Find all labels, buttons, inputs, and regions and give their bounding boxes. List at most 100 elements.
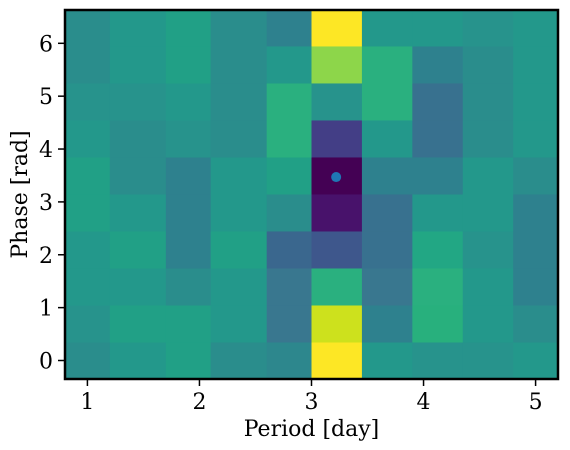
heatmap-cell — [412, 82, 464, 121]
heatmap-cell — [361, 230, 413, 269]
heatmap-cell — [311, 267, 363, 306]
heatmap-cell — [165, 304, 212, 343]
heatmap-cell — [462, 230, 514, 269]
heatmap-cell — [65, 45, 111, 84]
heatmap-cell — [311, 10, 363, 47]
heatmap-cell — [462, 341, 514, 380]
heatmap-cell — [361, 193, 413, 232]
heatmap-cell — [210, 193, 268, 232]
heatmap-cell — [65, 193, 111, 232]
y-tick-label: 3 — [39, 191, 53, 216]
heatmap-cell — [412, 230, 464, 269]
heatmap-cell — [266, 341, 312, 380]
heatmap-cell — [165, 230, 212, 269]
heatmap-cell — [412, 304, 464, 343]
heatmap-cell — [311, 230, 363, 269]
heatmap-cell — [165, 193, 212, 232]
heatmap-cell — [462, 304, 514, 343]
heatmap-cell — [462, 10, 514, 47]
y-tick-label: 6 — [39, 32, 53, 57]
heatmap-cell — [462, 119, 514, 158]
x-axis-ticks: 1 2 3 4 5 — [80, 379, 543, 415]
heatmap-cell — [109, 82, 167, 121]
heatmap-cell — [210, 267, 268, 306]
heatmap-cell — [266, 119, 312, 158]
y-tick-label: 2 — [39, 244, 53, 269]
y-tick-label: 5 — [39, 85, 53, 110]
heatmap-cell — [165, 341, 212, 380]
heatmap-cell — [266, 193, 312, 232]
marker-point — [331, 172, 342, 183]
heatmap-cell — [361, 156, 413, 195]
heatmap-cell — [210, 341, 268, 380]
heatmap-cell — [65, 230, 111, 269]
heatmap-cell — [311, 45, 363, 84]
heatmap-cell — [311, 304, 363, 343]
heatmap-cell — [109, 304, 167, 343]
heatmap-cell — [266, 82, 312, 121]
x-tick-label: 1 — [80, 390, 94, 415]
heatmap-cell — [65, 267, 111, 306]
x-tick-label: 3 — [305, 390, 319, 415]
heatmap-cell — [462, 156, 514, 195]
heatmap-cell — [109, 230, 167, 269]
x-axis-label: Period [day] — [244, 417, 380, 442]
heatmap-cell — [513, 230, 559, 269]
heatmap-cell — [109, 45, 167, 84]
heatmap-cell — [266, 45, 312, 84]
y-axis-ticks: 0 1 2 3 4 5 6 — [39, 32, 65, 374]
heatmap-cell — [361, 82, 413, 121]
x-tick-label: 2 — [192, 390, 206, 415]
heatmap-cell — [462, 45, 514, 84]
heatmap-cell — [513, 156, 559, 195]
heatmap-cell — [165, 267, 212, 306]
heatmap-cell — [513, 193, 559, 232]
heatmap-cell — [109, 119, 167, 158]
heatmap-cell — [266, 156, 312, 195]
y-tick-label: 1 — [39, 297, 53, 322]
heatmap-cell — [361, 267, 413, 306]
heatmap-cell — [165, 119, 212, 158]
x-tick-label: 4 — [417, 390, 431, 415]
heatmap-cell — [210, 119, 268, 158]
heatmap-cell — [513, 45, 559, 84]
heatmap-cell — [210, 10, 268, 47]
heatmap-cell — [412, 267, 464, 306]
heatmap-cell — [361, 304, 413, 343]
heatmap-cell — [412, 10, 464, 47]
heatmap-cell — [210, 82, 268, 121]
heatmap-cell — [513, 304, 559, 343]
heatmap-cell — [513, 341, 559, 380]
x-tick-label: 5 — [529, 390, 543, 415]
heatmap-cell — [65, 304, 111, 343]
heatmap-cell — [266, 267, 312, 306]
heatmap-cell — [513, 119, 559, 158]
heatmap-cell — [462, 193, 514, 232]
heatmap-cell — [65, 10, 111, 47]
heatmap-cell — [210, 230, 268, 269]
heatmap-cell — [462, 267, 514, 306]
heatmap-cell — [266, 10, 312, 47]
heatmap-cell — [210, 304, 268, 343]
y-axis-label: Phase [rad] — [8, 130, 33, 258]
heatmap-cell — [165, 10, 212, 47]
heatmap-cell — [210, 156, 268, 195]
marker-layer — [331, 172, 342, 183]
heatmap-cell — [412, 119, 464, 158]
heatmap-cell — [311, 341, 363, 380]
heatmap-cell — [266, 230, 312, 269]
heatmap-cell — [65, 119, 111, 158]
heatmap-cell — [311, 82, 363, 121]
y-tick-label: 0 — [39, 349, 53, 374]
heatmap-cell — [65, 341, 111, 380]
heatmap-cell — [165, 156, 212, 195]
heatmap-cell — [513, 267, 559, 306]
heatmap-cell — [109, 156, 167, 195]
heatmap-cell — [412, 341, 464, 380]
heatmap-cell — [65, 82, 111, 121]
heatmap-cell — [210, 45, 268, 84]
heatmap-cell — [109, 267, 167, 306]
heatmap-cell — [311, 193, 363, 232]
heatmap-cell — [109, 10, 167, 47]
